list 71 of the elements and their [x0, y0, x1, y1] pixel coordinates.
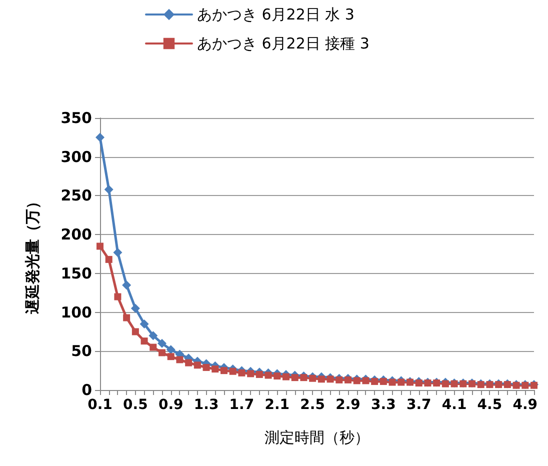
legend-label: あかつき 6月22日 接種 3	[197, 34, 370, 52]
y-tick-label: 150	[60, 264, 92, 282]
point	[96, 242, 104, 250]
y-tick-label: 100	[60, 303, 92, 322]
x-tick-label: 0.1	[88, 397, 112, 413]
point	[398, 378, 405, 386]
point	[318, 376, 325, 383]
point	[140, 338, 148, 345]
point	[309, 374, 316, 382]
point	[148, 331, 158, 340]
point	[442, 380, 449, 388]
point	[380, 378, 387, 385]
point	[300, 374, 308, 382]
point	[194, 362, 201, 369]
point	[122, 280, 132, 290]
point	[185, 359, 192, 366]
point	[256, 370, 263, 378]
x-tick-label: 2.5	[300, 397, 325, 413]
point	[344, 376, 352, 384]
x-tick-label: 2.9	[336, 397, 360, 413]
point	[105, 256, 112, 263]
point	[291, 374, 298, 382]
point	[150, 344, 157, 351]
point	[158, 338, 166, 348]
point	[167, 353, 174, 360]
y-tick-label: 300	[60, 148, 92, 166]
legend-label: あかつき 6月22日 水 3	[197, 6, 354, 24]
x-tick-label: 0.5	[123, 397, 148, 413]
point	[274, 372, 281, 380]
point	[132, 328, 139, 336]
point	[113, 248, 122, 257]
x-tick-label: 1.3	[194, 397, 219, 413]
point	[104, 184, 114, 194]
point	[371, 378, 378, 385]
point	[220, 367, 228, 374]
point	[158, 349, 166, 356]
x-tick-label: 3.7	[406, 397, 432, 413]
x-tick-label: 0.9	[158, 397, 184, 413]
point	[238, 369, 246, 376]
point	[229, 368, 236, 375]
y-tick-label: 250	[60, 186, 92, 205]
y-tick-label: 200	[60, 226, 92, 244]
point	[282, 373, 290, 380]
x-axis-title: 測定時間（秒）	[264, 428, 370, 446]
point	[166, 345, 176, 354]
point	[326, 376, 334, 383]
x-tick-label: 1.7	[229, 397, 254, 413]
point	[176, 356, 184, 364]
point	[336, 376, 343, 384]
point	[388, 378, 396, 386]
point	[96, 132, 104, 142]
point	[212, 366, 219, 373]
point	[202, 364, 210, 371]
point	[362, 377, 370, 384]
x-tick-label: 2.1	[264, 397, 290, 413]
point	[140, 319, 149, 328]
point	[114, 293, 122, 300]
y-tick-label: 0	[82, 381, 92, 399]
y-axis-title: 遅延発光量（万）	[24, 194, 42, 315]
y-tick-label: 350	[60, 109, 92, 127]
point	[264, 372, 272, 379]
y-tick-label: 50	[71, 342, 92, 360]
point	[415, 380, 422, 387]
point	[123, 314, 130, 322]
x-tick-label: 4.9	[512, 397, 538, 413]
point	[353, 377, 360, 384]
x-tick-label: 4.5	[477, 397, 502, 413]
point	[247, 370, 254, 378]
x-tick-label: 3.3	[371, 397, 396, 413]
point	[130, 304, 140, 313]
x-tick-label: 4.1	[442, 397, 467, 413]
